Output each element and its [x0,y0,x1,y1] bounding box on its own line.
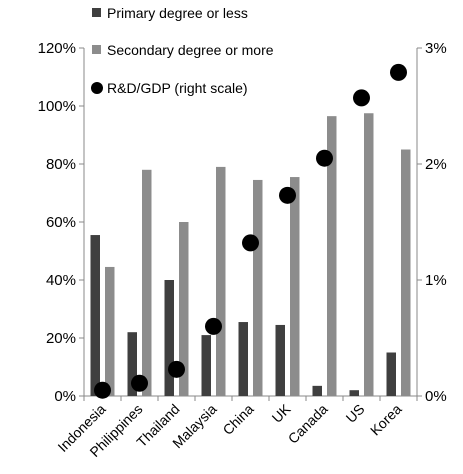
bar-primary-philippines [127,332,137,396]
point-rd-gdp-indonesia [94,381,111,399]
bar-secondary-philippines [142,169,152,396]
bar-primary-korea [386,352,396,396]
bar-secondary-malaysia [216,166,226,396]
bars [90,113,411,397]
bar-primary-china [238,322,248,396]
point-rd-gdp-us [353,89,370,107]
category-label: UK [269,400,295,426]
legend-label: R&D/GDP (right scale) [107,80,248,96]
category-label: US [343,401,368,426]
left-tick-label: 80% [46,156,76,173]
point-rd-gdp-korea [390,63,407,81]
bar-primary-thailand [164,280,174,396]
left-tick-label: 100% [38,98,76,115]
bar-secondary-korea [401,149,411,396]
bar-primary-malaysia [201,335,211,396]
bar-primary-us [349,390,359,396]
bar-secondary-uk [290,177,300,396]
legend-label: Primary degree or less [107,5,248,21]
legend: Primary degree or less Secondary degree o… [91,5,274,96]
legend-swatch [92,45,101,54]
point-rd-gdp-china [242,234,259,252]
bar-primary-canada [312,385,322,396]
point-rd-gdp-uk [279,186,296,204]
right-tick-label: 2% [425,156,447,173]
bar-secondary-indonesia [105,266,115,396]
point-rd-gdp-canada [316,149,333,167]
bar-secondary-us [364,113,374,396]
bar-secondary-china [253,179,263,396]
axes: 0% 20% 40% 60% 80% 100% 120% 0% 1% 2% 3% [38,40,447,405]
point-rd-gdp-malaysia [205,317,222,335]
point-rd-gdp-philippines [131,374,148,392]
left-tick-label: 120% [38,40,76,57]
category-label: China [219,401,256,438]
category-label: Korea [367,401,405,439]
left-tick-label: 20% [46,330,76,347]
right-tick-label: 0% [425,388,447,405]
left-tick-label: 60% [46,214,76,231]
left-tick-label: 0% [54,388,76,405]
legend-marker [91,82,103,94]
category-label: Canada [285,401,331,447]
bar-secondary-canada [327,116,337,397]
point-rd-gdp-thailand [168,360,185,378]
right-tick-label: 3% [425,40,447,57]
points [94,63,407,399]
left-tick-label: 40% [46,272,76,289]
bar-primary-indonesia [90,235,100,396]
right-tick-label: 1% [425,272,447,289]
legend-swatch [92,8,101,17]
legend-label: Secondary degree or more [107,42,274,58]
bar-secondary-thailand [179,222,189,396]
bar-primary-uk [275,324,285,396]
